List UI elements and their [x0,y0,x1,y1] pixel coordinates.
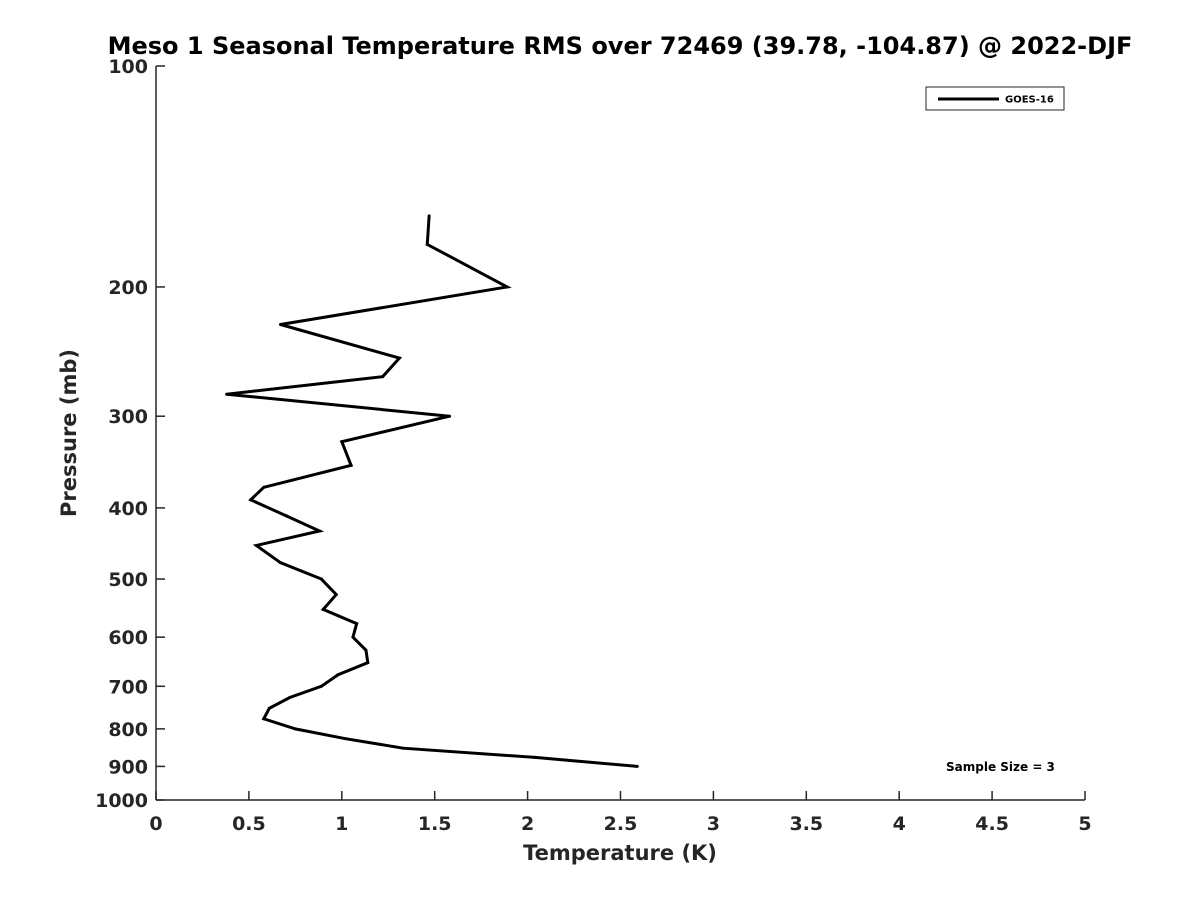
data-point [225,392,229,396]
legend-entry-goes-16: GOES-16 [1005,95,1054,106]
data-point [262,485,266,489]
data-point [267,706,271,710]
data-point [349,463,353,467]
data-point [319,684,323,688]
y-tick-label: 500 [108,569,148,591]
data-point [254,543,258,547]
data-point [318,529,322,533]
x-tick-label: 0 [149,813,162,835]
data-point [635,764,639,768]
data-point [355,622,359,626]
data-point [249,498,253,502]
y-axis-label: Pressure (mb) [57,349,81,517]
y-tick-label: 100 [108,56,148,78]
data-point [397,356,401,360]
data-point [284,514,288,518]
data-point [448,414,452,418]
x-tick-label: 5 [1078,813,1091,835]
data-point [366,661,370,665]
x-tick-label: 4.5 [975,813,1009,835]
plot-area [155,66,1085,801]
data-point [319,577,323,581]
y-tick-label: 900 [108,756,148,778]
data-point [321,607,325,611]
data-point [344,737,348,741]
y-tick-label: 200 [108,277,148,299]
data-point [336,673,340,677]
y-tick-label: 300 [108,406,148,428]
data-point [278,561,282,565]
data-point [425,242,429,246]
x-axis-label: Temperature (K) [523,841,717,865]
data-point [278,323,282,327]
data-point [401,746,405,750]
x-tick-label: 4 [893,813,906,835]
x-axis-ticks: 0 0.5 1 1.5 2 2.5 3 3.5 4 4.5 5 [149,791,1092,835]
data-point [505,285,509,289]
y-tick-label: 800 [108,719,148,741]
y-axis-ticks: 100 200 300 400 500 600 700 800 900 1000 [95,56,165,812]
data-point [288,695,292,699]
data-point [381,375,385,379]
data-point [533,755,537,759]
x-tick-label: 1 [335,813,348,835]
x-tick-label: 3.5 [789,813,823,835]
data-point [351,635,355,639]
x-tick-label: 0.5 [232,813,266,835]
data-point [262,717,266,721]
series-points [225,214,639,768]
legend: GOES-16 [925,86,1065,111]
data-point [293,727,297,731]
data-point [340,440,344,444]
y-tick-label: 700 [108,676,148,698]
x-tick-label: 3 [707,813,720,835]
y-tick-label: 600 [108,627,148,649]
x-tick-label: 2 [521,813,534,835]
x-tick-label: 2.5 [604,813,638,835]
series-line-goes-16 [226,215,638,768]
y-tick-label: 1000 [95,790,148,812]
data-point [364,648,368,652]
y-tick-label: 400 [108,498,148,520]
data-point [334,593,338,597]
sample-size-annotation: Sample Size = 3 [946,760,1055,774]
chart-title: Meso 1 Seasonal Temperature RMS over 724… [108,32,1133,60]
x-tick-label: 1.5 [418,813,452,835]
data-point [427,214,431,218]
